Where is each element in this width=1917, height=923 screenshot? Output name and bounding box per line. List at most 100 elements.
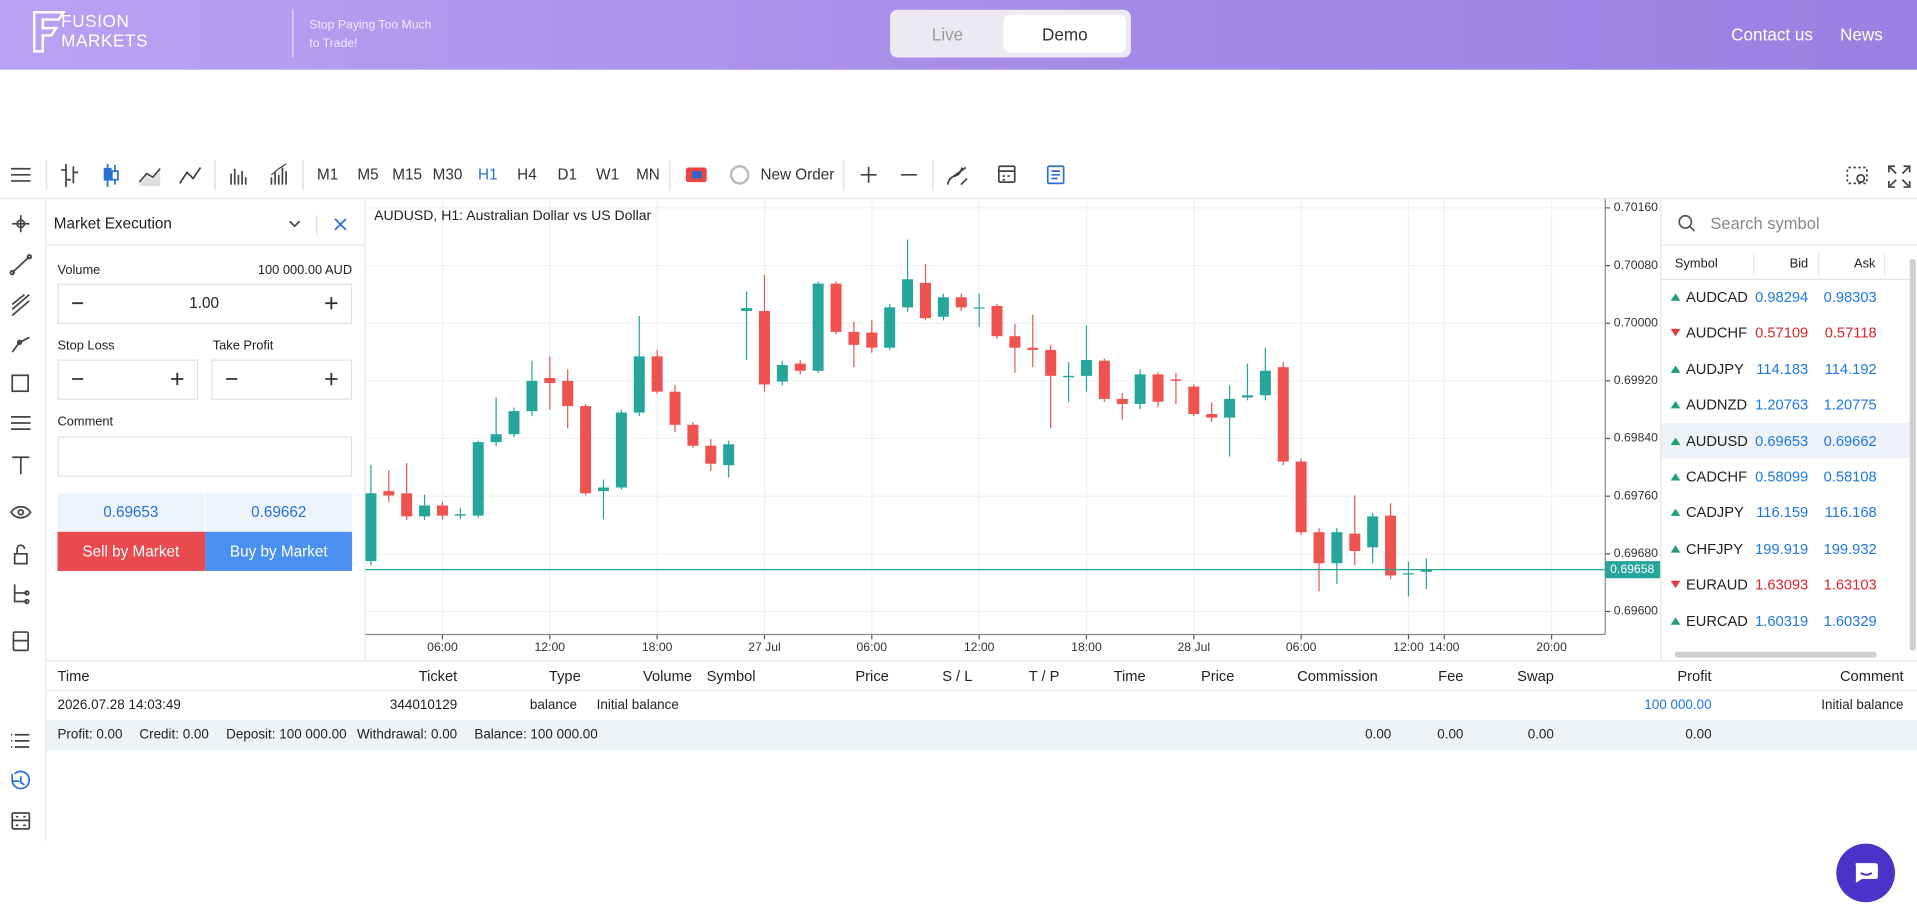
summary-item: Profit: 0.00 — [57, 727, 123, 743]
history-cell: 100 000.00 — [1644, 698, 1712, 713]
candle-body — [562, 380, 574, 407]
mode-live[interactable]: Live — [931, 24, 964, 45]
direction-arrow — [1670, 473, 1681, 481]
ask[interactable]: 114.192 — [1824, 360, 1877, 378]
y-tick-label: 0.70160 — [1614, 200, 1658, 214]
column-header: T / P — [1028, 667, 1060, 685]
bid[interactable]: 1.20763 — [1755, 396, 1809, 414]
take-profit-input[interactable] — [211, 359, 353, 400]
timeframe-button[interactable]: MN — [636, 166, 660, 184]
x-tick-label: 06:00 — [857, 640, 888, 654]
ask[interactable]: 0.69662 — [1823, 432, 1877, 450]
steppers[interactable] — [57, 284, 352, 400]
bid[interactable]: 199.919 — [1755, 540, 1809, 558]
ask[interactable]: 0.98303 — [1823, 288, 1877, 306]
column-header: Profit — [1677, 667, 1712, 685]
symbol[interactable]: AUDUSD — [1685, 432, 1748, 450]
direction-arrow-shape — [1670, 293, 1681, 301]
bid[interactable]: 114.183 — [1756, 360, 1809, 378]
chat-icon — [1855, 863, 1878, 883]
symbol[interactable]: EURCAD — [1685, 612, 1748, 630]
comment-input[interactable] — [57, 436, 353, 477]
candle-body — [1152, 374, 1164, 402]
chart-title: AUDUSD, H1: Australian Dollar vs US Doll… — [374, 207, 651, 223]
nav-link[interactable]: Contact us — [1731, 24, 1814, 45]
candle-body — [1188, 386, 1200, 415]
candle-body — [436, 505, 448, 516]
timeframe-button[interactable]: M1 — [317, 166, 339, 184]
nav-link[interactable]: News — [1839, 24, 1883, 45]
symbol[interactable]: AUDCAD — [1685, 288, 1748, 306]
sell-label[interactable]: Sell by Market — [82, 542, 180, 560]
symbol[interactable]: EURAUD — [1685, 576, 1748, 594]
column-separator — [1883, 253, 1886, 276]
column-header: Swap — [1517, 667, 1554, 685]
candle-body — [830, 283, 842, 332]
sell-button[interactable] — [57, 531, 206, 571]
buy-button[interactable] — [205, 531, 353, 571]
ask[interactable]: 116.168 — [1824, 504, 1877, 522]
ask[interactable]: 0.57118 — [1824, 324, 1877, 342]
toolbar-icons — [11, 160, 1911, 191]
ask[interactable]: 199.932 — [1823, 540, 1877, 558]
candle-body — [758, 310, 770, 385]
scrollbar[interactable] — [1674, 651, 1877, 658]
column-header: Time — [1113, 667, 1146, 685]
symbol[interactable]: AUDJPY — [1685, 360, 1744, 378]
x-tick-label: 14:00 — [1429, 640, 1460, 654]
current-price-label: 0.69658 — [1610, 562, 1654, 576]
direction-arrow-shape — [1670, 437, 1681, 445]
selected-row[interactable] — [1661, 423, 1910, 459]
logo-text: MARKETS — [61, 30, 149, 51]
bid[interactable]: 0.58099 — [1755, 468, 1809, 486]
bid[interactable]: 116.159 — [1756, 504, 1809, 522]
symbol[interactable]: AUDCHF — [1685, 324, 1748, 342]
column-separator — [1753, 253, 1755, 276]
timeframe-button[interactable]: M15 — [392, 166, 422, 184]
timeframe-button[interactable]: M5 — [357, 166, 379, 184]
ask[interactable]: 1.60329 — [1823, 612, 1877, 630]
new-order-button[interactable]: New Order — [760, 166, 835, 184]
search-input[interactable]: Search symbol — [1710, 214, 1820, 233]
ask[interactable]: 1.63103 — [1823, 576, 1877, 594]
candle-body — [991, 305, 1003, 337]
symbol[interactable]: CADCHF — [1685, 468, 1748, 486]
chart-border — [1660, 199, 1662, 661]
watchlist-divider — [1661, 278, 1910, 280]
volume-input[interactable] — [57, 283, 353, 324]
symbol[interactable]: CADJPY — [1685, 504, 1744, 522]
symbol[interactable]: AUDNZD — [1685, 396, 1748, 414]
panel-controls[interactable] — [285, 215, 358, 235]
summary-item: Deposit: 100 000.00 — [226, 727, 347, 743]
bid[interactable]: 0.98294 — [1755, 288, 1809, 306]
summary-item: Withdrawal: 0.00 — [356, 727, 458, 743]
scrollbar[interactable] — [1909, 259, 1916, 651]
column-header: Comment — [1839, 667, 1904, 685]
bid[interactable]: 0.69653 — [1755, 432, 1809, 450]
stop-loss-input[interactable] — [57, 359, 199, 400]
y-tick-label: 0.69920 — [1614, 373, 1658, 387]
bid[interactable]: 1.63093 — [1755, 576, 1809, 594]
timeframe-button[interactable]: D1 — [557, 166, 578, 184]
timeframe-button[interactable]: W1 — [596, 166, 620, 184]
divider — [292, 9, 294, 58]
candle-body — [1385, 515, 1397, 576]
ask[interactable]: 1.20775 — [1823, 396, 1877, 414]
symbol[interactable]: CHFJPY — [1685, 540, 1743, 558]
timeframe-button[interactable]: H1 — [478, 166, 498, 184]
column-header: Bid — [1789, 256, 1809, 272]
ask[interactable]: 0.58108 — [1823, 468, 1877, 486]
y-tick-label: 0.70080 — [1614, 258, 1658, 272]
candle-body — [1277, 367, 1289, 462]
bid[interactable]: 0.57109 — [1755, 324, 1809, 342]
column-header: Symbol — [1674, 256, 1718, 272]
timeframe-button[interactable]: M30 — [432, 166, 463, 184]
bid[interactable]: 1.60319 — [1755, 612, 1809, 630]
direction-arrow-shape — [1670, 580, 1681, 589]
timeframe-button[interactable]: H4 — [517, 166, 537, 184]
buy-label[interactable]: Buy by Market — [229, 542, 328, 560]
mode-demo[interactable]: Demo — [1042, 24, 1088, 45]
direction-arrow — [1670, 580, 1681, 589]
direction-arrow-shape — [1670, 616, 1681, 625]
